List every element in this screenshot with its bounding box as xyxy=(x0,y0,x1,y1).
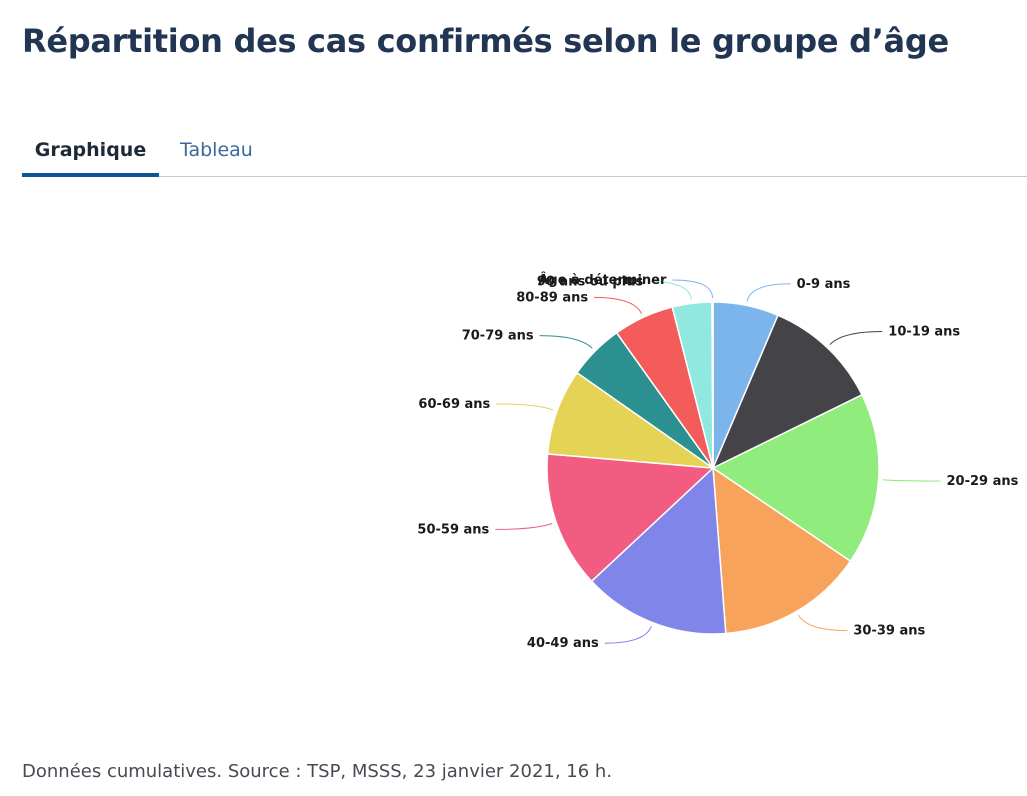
pie-slice-40-49-ans[interactable] xyxy=(590,466,727,635)
connector-70-79-ans xyxy=(539,335,593,349)
connector-age-a-determiner xyxy=(672,279,713,299)
connector-40-49-ans xyxy=(604,626,652,644)
pie-slice-50-59-ans[interactable] xyxy=(546,453,715,583)
pie-slice-age-a-determiner[interactable] xyxy=(711,301,714,469)
slice-label-50-59-ans: 50-59 ans xyxy=(417,522,489,537)
slice-label-30-39-ans: 30-39 ans xyxy=(853,624,925,639)
tab-graphique[interactable]: Graphique xyxy=(22,126,159,177)
slice-label-60-69-ans: 60-69 ans xyxy=(418,397,490,412)
tab-bar: Graphique Tableau xyxy=(22,126,1027,177)
connector-80-89-ans xyxy=(594,296,643,314)
connector-90-ans-ou-plus xyxy=(649,281,692,300)
source-footnote: Données cumulatives. Source : TSP, MSSS,… xyxy=(22,761,613,782)
pie-slice-60-69-ans[interactable] xyxy=(546,371,716,469)
slice-label-age-a-determiner: Âge à déterminer xyxy=(538,272,667,288)
slice-label-70-79-ans: 70-79 ans xyxy=(462,329,534,344)
slice-label-20-29-ans: 20-29 ans xyxy=(947,474,1019,489)
slice-label-0-9-ans: 0-9 ans xyxy=(797,277,851,292)
slice-label-90-ans-ou-plus: 90 ans ou plus xyxy=(537,275,644,290)
connector-20-29-ans xyxy=(882,479,941,482)
pie-slice-10-19-ans[interactable] xyxy=(711,314,864,470)
slice-label-10-19-ans: 10-19 ans xyxy=(888,325,960,340)
pie-slice-30-39-ans[interactable] xyxy=(712,466,852,635)
connector-30-39-ans xyxy=(797,614,848,632)
page-title: Répartition des cas confirmés selon le g… xyxy=(22,22,949,60)
connector-10-19-ans xyxy=(829,331,883,345)
pie-slice-20-29-ans[interactable] xyxy=(711,393,880,563)
slice-label-40-49-ans: 40-49 ans xyxy=(527,636,599,651)
connector-60-69-ans xyxy=(496,403,554,411)
tab-tableau[interactable]: Tableau xyxy=(180,139,253,161)
slice-label-80-89-ans: 80-89 ans xyxy=(516,290,588,305)
connector-50-59-ans xyxy=(495,523,553,530)
connector-0-9-ans xyxy=(746,283,791,302)
